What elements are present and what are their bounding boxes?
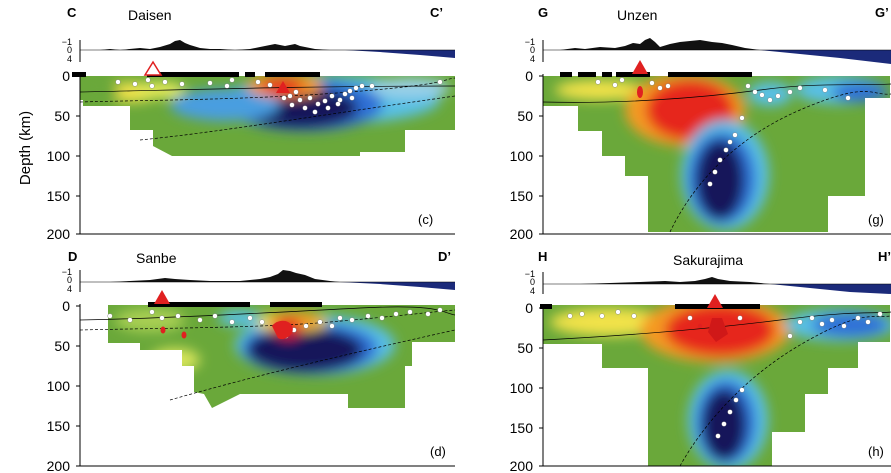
volcano-marker [143, 60, 163, 76]
seismicity-points [567, 309, 883, 439]
elevation-axis: −1 0 4 [525, 269, 544, 296]
depth-tick-label: 50 [54, 108, 70, 124]
depth-tick-label: 200 [47, 226, 71, 242]
panel-g: G Unzen G’ −1 0 4 0 50 100 150 200 [510, 5, 891, 242]
volcanic-zone-bars [72, 72, 320, 77]
volcanic-zone-bars [560, 72, 752, 77]
panel-letter: (h) [868, 444, 884, 459]
panel-letter: (g) [868, 212, 884, 227]
velocity-tomography-section [543, 76, 890, 232]
volcano-name-label: Sanbe [136, 250, 177, 266]
profile-end-label: C’ [430, 5, 443, 20]
depth-tick-label: 150 [510, 188, 534, 204]
elevation-tick-label: 0 [530, 45, 535, 55]
depth-tick-label: 50 [54, 338, 70, 354]
depth-tick-label: 200 [510, 458, 534, 473]
topography-profile [80, 40, 345, 50]
depth-tick-label: 0 [62, 298, 70, 314]
depth-tick-label: 0 [525, 68, 533, 84]
volcanic-zone-bars [148, 302, 322, 307]
depth-tick-label: 200 [47, 458, 71, 473]
volcano-name-label: Daisen [128, 7, 172, 23]
volcano-marker [632, 60, 648, 74]
volcano-marker [707, 294, 723, 308]
deep-low-frequency-event [637, 86, 643, 98]
elevation-tick-label: −1 [62, 267, 72, 277]
deep-low-frequency-event [181, 331, 187, 339]
topography-profile [543, 277, 770, 284]
panel-letter: (c) [418, 212, 433, 227]
depth-tick-label: 150 [510, 420, 534, 436]
deep-low-frequency-event [160, 326, 166, 334]
velocity-tomography-section [80, 76, 455, 156]
elevation-tick-label: 0 [67, 275, 72, 285]
profile-start-label: H [538, 249, 547, 264]
deep-low-frequency-event [697, 323, 703, 329]
panel-c: C Daisen C’ −1 0 4 0 50 100 150 200 [47, 5, 456, 242]
panel-d: D Sanbe D’ −1 0 4 0 50 100 150 200 [47, 249, 456, 473]
seismicity-points [595, 77, 851, 187]
depth-tick-label: 50 [517, 340, 533, 356]
seismicity-points [115, 77, 443, 115]
elevation-tick-label: 4 [67, 54, 72, 64]
elevation-tick-label: 4 [530, 286, 535, 296]
depth-tick-label: 100 [510, 380, 534, 396]
elevation-tick-label: 0 [67, 45, 72, 55]
depth-tick-label: 0 [62, 68, 70, 84]
depth-axis: 0 50 100 150 200 [510, 300, 544, 473]
topography-profile [543, 38, 760, 50]
profile-end-label: D’ [438, 249, 451, 264]
deep-low-frequency-event [276, 81, 290, 93]
elevation-tick-label: −1 [525, 37, 535, 47]
elevation-axis: −1 0 4 [62, 37, 81, 64]
depth-tick-label: 50 [517, 108, 533, 124]
sea-bathymetry [760, 50, 891, 64]
profile-start-label: C [67, 5, 77, 20]
depth-tick-label: 100 [47, 378, 71, 394]
depth-tick-label: 100 [510, 148, 534, 164]
profile-end-label: H’ [878, 249, 891, 264]
sea-bathymetry [345, 50, 455, 58]
depth-tick-label: 150 [47, 188, 71, 204]
elevation-tick-label: 4 [530, 54, 535, 64]
profile-start-label: G [538, 5, 548, 20]
panel-h: H Sakurajima H’ −1 0 4 0 50 100 150 200 [510, 249, 891, 473]
elevation-tick-label: −1 [62, 37, 72, 47]
elevation-tick-label: 0 [530, 277, 535, 287]
depth-tick-label: 200 [510, 226, 534, 242]
volcano-name-label: Unzen [617, 7, 657, 23]
deep-low-frequency-event [272, 320, 293, 340]
elevation-axis: −1 0 4 [62, 267, 81, 294]
plate-boundaries [542, 311, 891, 467]
depth-axis: 0 50 100 150 200 [47, 68, 81, 242]
volcano-marker [154, 290, 170, 304]
topography-profile [80, 270, 340, 282]
sea-bathymetry [770, 284, 891, 294]
sea-bathymetry [340, 282, 455, 290]
elevation-tick-label: −1 [525, 269, 535, 279]
depth-axis-label: Depth (km) [17, 111, 34, 185]
depth-tick-label: 100 [47, 148, 71, 164]
profile-start-label: D [68, 249, 77, 264]
elevation-axis: −1 0 4 [525, 37, 544, 64]
depth-axis: 0 50 100 150 200 [47, 298, 81, 473]
depth-axis: 0 50 100 150 200 [510, 68, 544, 242]
elevation-tick-label: 4 [67, 284, 72, 294]
velocity-tomography-section [108, 305, 455, 408]
depth-tick-label: 150 [47, 418, 71, 434]
deep-low-frequency-event [708, 318, 728, 342]
profile-end-label: G’ [875, 5, 889, 20]
depth-tick-label: 0 [525, 300, 533, 316]
panel-letter: (d) [430, 444, 446, 459]
volcano-name-label: Sakurajima [673, 252, 743, 268]
